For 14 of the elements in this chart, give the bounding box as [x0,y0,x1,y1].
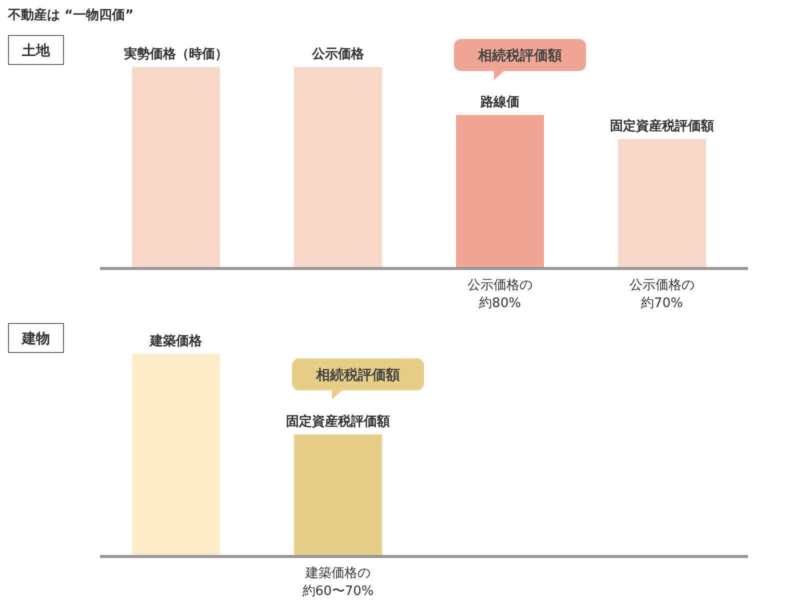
text: 公示価格の約70% [630,278,694,311]
x-tick-label: 建築価格 [149,334,203,349]
x-tick-label: 路線価 [480,95,520,110]
x-tick-label: 固定資産税評価額 [610,118,714,134]
x-tick-label: 固定資産税評価額 [286,413,390,430]
text: 建築価格の約60〜70% [302,566,374,599]
chart-subtitle: 建物 [21,331,50,347]
x-tick-label: 公示価格 [311,47,365,62]
text: 公示価格の約80% [468,278,532,311]
chart-subtitle: 土地 [21,43,51,59]
text: 相続税評価額 [477,47,562,64]
x-tick-label: 実勢価格（時価） [123,46,228,62]
annotation: 相続税評価額 [315,366,400,384]
chart-title: 不動産は “一物四価” [7,7,134,23]
